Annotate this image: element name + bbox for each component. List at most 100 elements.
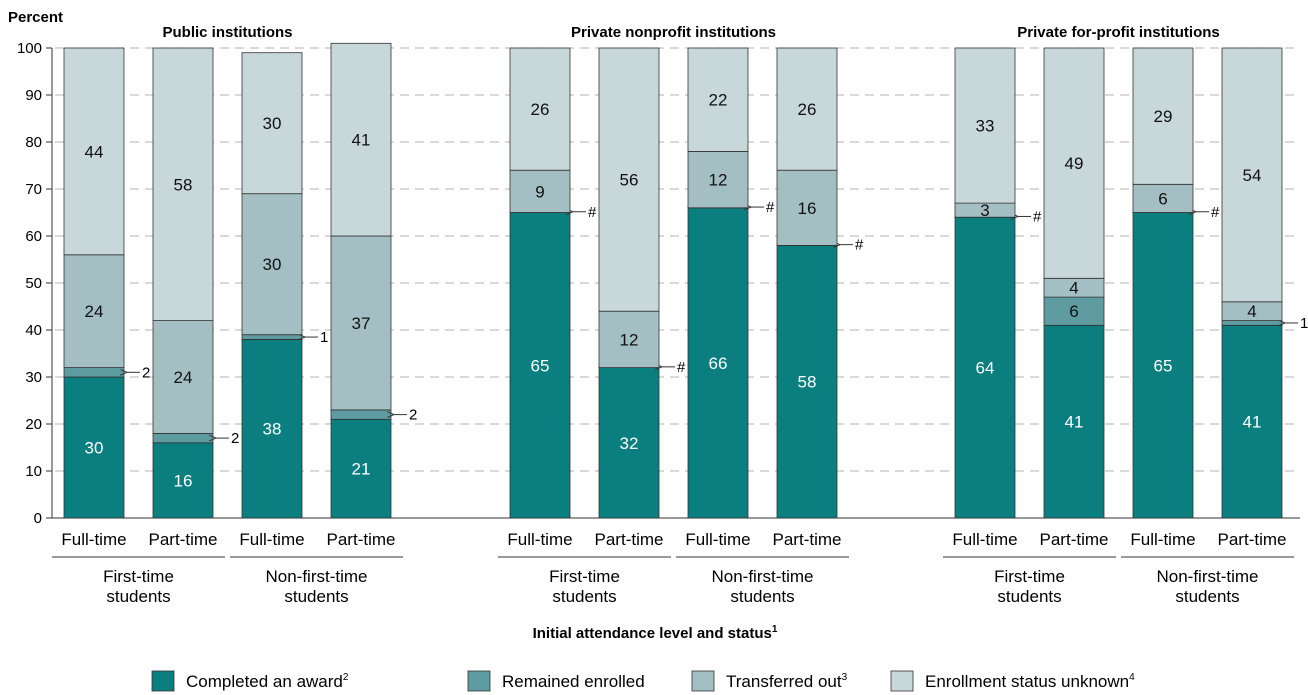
y-tick-label: 60 xyxy=(25,228,42,245)
bar-segment-unknown xyxy=(1043,47,1105,279)
y-tick-label: 40 xyxy=(25,322,42,339)
group-label: students xyxy=(552,587,616,606)
panel-title: Private nonprofit institutions xyxy=(571,24,776,41)
legend-swatch-unknown xyxy=(890,670,914,692)
bar-segment-transferred xyxy=(152,320,214,434)
data-label-completed: 21 xyxy=(352,460,371,479)
x-tick-label: Part-time xyxy=(1040,530,1109,549)
data-label-transferred: 30 xyxy=(263,255,282,274)
bar-segment-transferred xyxy=(598,310,660,369)
data-label-remained: 2 xyxy=(231,430,239,447)
group-label: students xyxy=(284,587,348,606)
bar-segment-transferred xyxy=(241,193,303,336)
group-label: students xyxy=(730,587,794,606)
x-tick-label: Part-time xyxy=(1218,530,1287,549)
group-label: students xyxy=(1175,587,1239,606)
bar-segment-transferred xyxy=(330,235,392,411)
bar-segment-unknown xyxy=(241,52,303,195)
legend-label-remained: Remained enrolled xyxy=(502,672,645,691)
bar-segment-remained xyxy=(1221,320,1283,326)
x-tick-label: Part-time xyxy=(595,530,664,549)
bar-segment-completed xyxy=(598,367,660,519)
legend-footnote: 2 xyxy=(343,672,349,683)
y-tick-label: 100 xyxy=(17,40,42,57)
y-tick-label: 20 xyxy=(25,416,42,433)
legend-swatch-remained xyxy=(467,670,491,692)
bar-segment-transferred xyxy=(1132,183,1194,213)
data-label-unknown: 56 xyxy=(620,171,639,190)
legend-footnote: 3 xyxy=(842,672,848,683)
x-tick-label: Full-time xyxy=(685,530,750,549)
data-label-unknown: 49 xyxy=(1065,154,1084,173)
data-label-unknown: 26 xyxy=(798,100,817,119)
bar-segment-completed xyxy=(1043,324,1105,519)
panel-title: Public institutions xyxy=(163,24,293,41)
x-axis-title: Initial attendance level and status1 xyxy=(533,624,778,642)
legend-label-transferred: Transferred out3 xyxy=(726,672,848,691)
bar-segment-completed xyxy=(509,212,571,519)
data-label-completed: 16 xyxy=(174,471,193,490)
data-label-remained: # xyxy=(855,237,864,254)
data-label-completed: 64 xyxy=(976,359,995,378)
y-tick-label: 90 xyxy=(25,87,42,104)
data-label-remained: 1 xyxy=(320,329,328,346)
data-label-remained: # xyxy=(766,199,775,216)
bar-segment-remained xyxy=(152,432,214,444)
data-label-transferred: 24 xyxy=(174,368,193,387)
data-label-unknown: 22 xyxy=(709,91,728,110)
bar-segment-completed xyxy=(1221,324,1283,519)
bar-segment-completed xyxy=(687,207,749,519)
bar-segment-transferred xyxy=(509,169,571,213)
data-label-transferred: 12 xyxy=(620,330,639,349)
bar-segment-completed xyxy=(776,244,838,519)
legend-swatch-completed xyxy=(151,670,175,692)
x-tick-label: Part-time xyxy=(149,530,218,549)
y-tick-label: 70 xyxy=(25,181,42,198)
legend-label-completed: Completed an award2 xyxy=(186,672,349,691)
bar-segment-completed xyxy=(954,216,1016,519)
bar-segment-unknown xyxy=(152,47,214,322)
data-label-completed: 38 xyxy=(263,420,282,439)
y-axis-label: Percent xyxy=(8,9,63,26)
data-label-remained: 2 xyxy=(142,364,150,381)
data-label-transferred: 3 xyxy=(980,201,989,220)
group-label: First-time xyxy=(549,567,620,586)
group-label: First-time xyxy=(994,567,1065,586)
panel-title: Private for-profit institutions xyxy=(1017,24,1220,41)
y-tick-label: 50 xyxy=(25,275,42,292)
y-tick-label: 10 xyxy=(25,463,42,480)
data-label-remained: # xyxy=(677,359,686,376)
bar-segment-unknown xyxy=(1221,47,1283,303)
data-label-unknown: 29 xyxy=(1154,107,1173,126)
data-label-remained: # xyxy=(588,204,597,221)
x-tick-label: Full-time xyxy=(952,530,1017,549)
x-tick-label: Part-time xyxy=(327,530,396,549)
bar-segment-completed xyxy=(330,418,392,519)
bar-segment-unknown xyxy=(954,47,1016,204)
data-label-transferred: 37 xyxy=(352,314,371,333)
data-label-completed: 41 xyxy=(1065,413,1084,432)
x-tick-label: Full-time xyxy=(507,530,572,549)
data-label-unknown: 26 xyxy=(531,100,550,119)
data-label-remained: 6 xyxy=(1069,302,1078,321)
x-axis-title-footnote: 1 xyxy=(772,624,778,635)
data-label-transferred: 24 xyxy=(85,302,104,321)
legend-footnote: 4 xyxy=(1129,672,1135,683)
group-label: students xyxy=(997,587,1061,606)
bar-segment-unknown xyxy=(687,47,749,152)
data-label-transferred: 6 xyxy=(1158,189,1167,208)
group-label: Non-first-time xyxy=(265,567,367,586)
data-label-transferred: 16 xyxy=(798,199,817,218)
data-label-unknown: 41 xyxy=(352,131,371,150)
x-tick-label: Full-time xyxy=(239,530,304,549)
bar-segment-transferred xyxy=(776,169,838,246)
group-label: Non-first-time xyxy=(711,567,813,586)
data-label-transferred: 4 xyxy=(1247,302,1256,321)
x-tick-label: Part-time xyxy=(773,530,842,549)
data-label-transferred: 4 xyxy=(1069,279,1078,298)
bar-segment-unknown xyxy=(598,47,660,312)
bar-segment-completed xyxy=(63,376,125,519)
data-label-completed: 41 xyxy=(1243,413,1262,432)
y-tick-label: 30 xyxy=(25,369,42,386)
